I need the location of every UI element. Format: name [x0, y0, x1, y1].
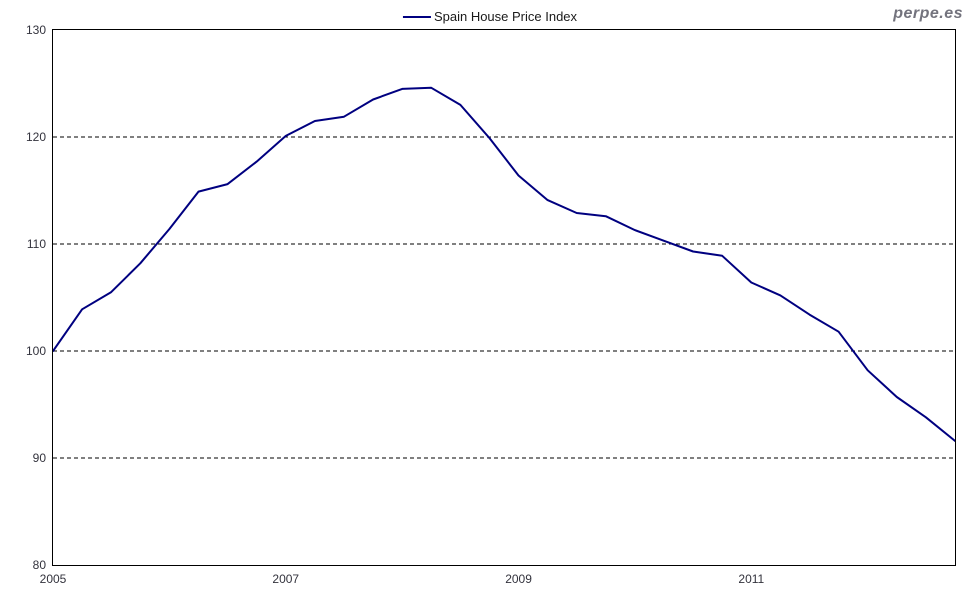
x-tick-label-2009: 2009 [505, 572, 532, 586]
x-tick-label-2007: 2007 [272, 572, 300, 586]
y-tick-label-120: 120 [25, 130, 46, 144]
y-tick-label-130: 130 [25, 23, 46, 37]
price-line-series [53, 86, 955, 442]
y-tick-label-100: 100 [25, 344, 46, 358]
watermark: perpe.es [893, 5, 963, 22]
x-tick-label-2011: 2011 [738, 572, 765, 586]
y-tick-label-110: 110 [26, 237, 46, 251]
price-line-chart [53, 86, 955, 459]
legend-line-swatch [402, 15, 431, 18]
legend-label: Spain House Price Index [433, 9, 578, 24]
legend: Spain House Price Index [402, 9, 578, 24]
y-tick-label-80: 80 [32, 558, 46, 572]
plot-area [52, 29, 956, 566]
y-tick-label-90: 90 [32, 451, 46, 465]
x-tick-label-2005: 2005 [39, 572, 67, 586]
